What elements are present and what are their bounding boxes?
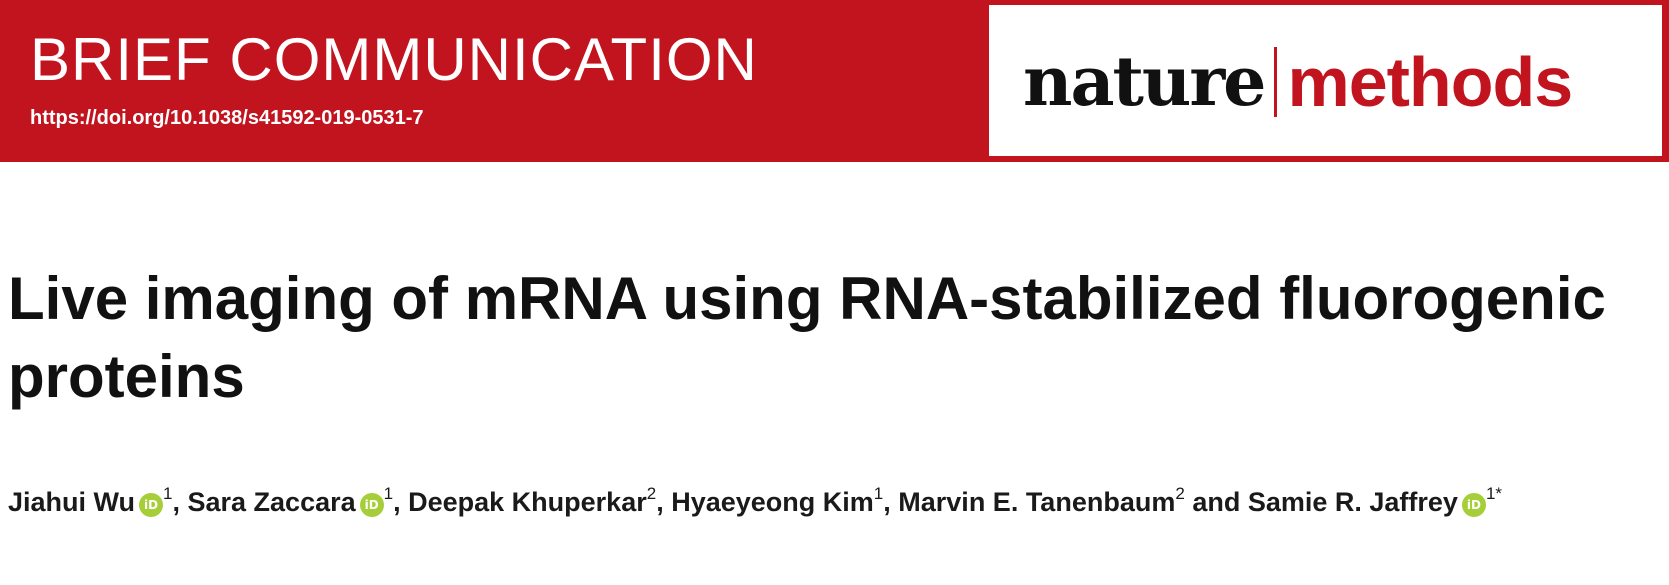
author-entry: Sara Zaccara iD1, xyxy=(187,484,409,517)
author-name[interactable]: Deepak Khuperkar xyxy=(408,487,647,517)
author-separator: , xyxy=(393,487,409,517)
journal-logo[interactable]: nature methods xyxy=(1023,37,1573,127)
author-name[interactable]: Jiahui Wu xyxy=(8,487,136,517)
author-separator: , xyxy=(656,487,672,517)
author-separator: , xyxy=(172,487,188,517)
author-entry: Samie R. Jaffrey iD1* xyxy=(1247,484,1503,517)
author-entry: Jiahui Wu iD1, xyxy=(8,484,188,517)
author-name[interactable]: Marvin E. Tanenbaum xyxy=(898,487,1176,517)
author-name[interactable]: Hyaeyeong Kim xyxy=(671,487,874,517)
affiliation-number: 1* xyxy=(1485,484,1503,503)
affiliation-number: 2 xyxy=(646,484,657,503)
author-name[interactable]: Samie R. Jaffrey xyxy=(1247,487,1458,517)
orcid-icon[interactable]: iD xyxy=(359,493,384,517)
affiliation-number: 1 xyxy=(163,484,173,503)
author-separator: , xyxy=(883,487,899,517)
article-type-label: BRIEF COMMUNICATION xyxy=(30,26,758,93)
author-entry: Deepak Khuperkar2, xyxy=(408,484,672,517)
logo-divider xyxy=(1274,47,1278,117)
journal-logo-box: nature methods xyxy=(989,5,1662,156)
orcid-icon[interactable]: iD xyxy=(139,493,164,517)
journal-name-methods: methods xyxy=(1287,43,1573,121)
doi-link[interactable]: https://doi.org/10.1038/s41592-019-0531-… xyxy=(30,107,424,129)
author-name[interactable]: Sara Zaccara xyxy=(187,487,356,517)
article-type-banner: BRIEF COMMUNICATION https://doi.org/10.1… xyxy=(0,0,1669,162)
banner-text-block: BRIEF COMMUNICATION https://doi.org/10.1… xyxy=(30,0,970,162)
author-entry: Marvin E. Tanenbaum2 and xyxy=(898,484,1248,517)
affiliation-number: 2 xyxy=(1175,484,1185,503)
orcid-icon[interactable]: iD xyxy=(1461,493,1486,517)
journal-name-nature: nature xyxy=(1023,42,1266,122)
author-entry: Hyaeyeong Kim1, xyxy=(671,484,899,517)
affiliation-number: 1 xyxy=(873,484,884,503)
author-list: Jiahui Wu iD1, Sara Zaccara iD1, Deepak Kh… xyxy=(8,477,1658,527)
article-title: Live imaging of mRNA using RNA-stabilize… xyxy=(8,265,1606,410)
author-separator: and xyxy=(1184,487,1248,517)
affiliation-number: 1 xyxy=(383,484,394,503)
